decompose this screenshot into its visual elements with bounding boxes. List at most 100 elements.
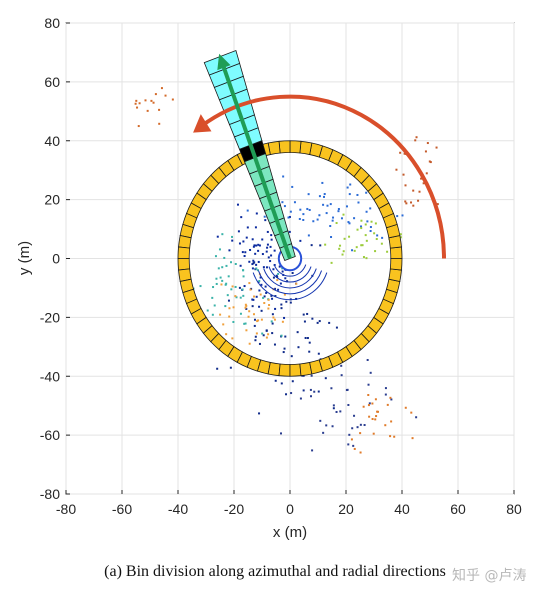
point [144, 99, 147, 102]
point [220, 283, 223, 286]
point [360, 227, 363, 230]
point [393, 435, 396, 438]
point [252, 298, 255, 301]
point [216, 367, 219, 370]
point [284, 277, 287, 280]
point [402, 173, 405, 176]
point [369, 226, 372, 229]
point [308, 341, 311, 344]
scan-arc [252, 272, 328, 301]
point [234, 285, 237, 288]
point [248, 342, 251, 345]
point-cloud [134, 87, 439, 454]
point [216, 235, 219, 238]
point [337, 208, 340, 211]
point [270, 320, 273, 323]
point [386, 250, 389, 253]
x-tick-label: 20 [338, 501, 354, 517]
arrows [193, 53, 446, 260]
point [390, 398, 393, 401]
point [263, 302, 266, 305]
point [268, 304, 271, 307]
point [257, 243, 260, 246]
point [252, 313, 255, 316]
point [249, 288, 252, 291]
point [241, 251, 244, 254]
point [248, 260, 251, 263]
point [271, 322, 274, 325]
point [274, 379, 277, 382]
point [254, 226, 257, 229]
point [356, 193, 359, 196]
point [290, 355, 293, 358]
point [244, 251, 247, 254]
point [349, 183, 352, 186]
point [263, 295, 266, 298]
point [274, 307, 277, 310]
point [266, 246, 269, 249]
point [352, 444, 355, 447]
ring-bin [289, 140, 302, 154]
point [399, 233, 402, 236]
point [422, 182, 425, 185]
point [136, 106, 139, 109]
y-tick-label: 40 [44, 133, 60, 149]
point [353, 447, 356, 450]
point [271, 297, 274, 300]
point [360, 225, 363, 228]
point [331, 425, 334, 428]
point [374, 418, 377, 421]
point [303, 320, 306, 323]
point [255, 295, 258, 298]
point [285, 393, 288, 396]
point [429, 161, 432, 164]
point [281, 270, 284, 273]
point [263, 215, 266, 218]
point [281, 320, 284, 323]
x-tick-label: 0 [286, 501, 294, 517]
point [270, 234, 273, 237]
point [425, 172, 428, 175]
point [288, 215, 291, 218]
point [274, 287, 277, 290]
point [395, 168, 398, 171]
point [137, 125, 140, 128]
point [272, 316, 275, 319]
point [415, 136, 418, 139]
point [232, 320, 235, 323]
point [435, 146, 438, 149]
point [302, 374, 305, 377]
point [351, 249, 354, 252]
point [312, 220, 315, 223]
point [280, 382, 283, 385]
point [257, 249, 260, 252]
point [274, 295, 277, 298]
point [249, 248, 252, 251]
point [329, 203, 332, 206]
point [270, 254, 273, 257]
point [270, 238, 273, 241]
point [238, 286, 241, 289]
point [281, 201, 284, 204]
ring-bin [299, 140, 313, 156]
point [215, 277, 218, 280]
point [339, 410, 342, 413]
point [348, 433, 351, 436]
point [255, 267, 258, 270]
point [262, 296, 265, 299]
point [302, 218, 305, 221]
point [364, 223, 367, 226]
point [259, 293, 262, 296]
ring-bin [389, 246, 403, 259]
point [342, 250, 345, 253]
point [365, 239, 368, 242]
point [289, 210, 292, 213]
point [237, 230, 240, 233]
point [251, 238, 254, 241]
point [313, 390, 316, 393]
point [390, 420, 393, 423]
point [370, 220, 373, 223]
point [374, 398, 377, 401]
point [221, 233, 224, 236]
point [231, 285, 234, 288]
